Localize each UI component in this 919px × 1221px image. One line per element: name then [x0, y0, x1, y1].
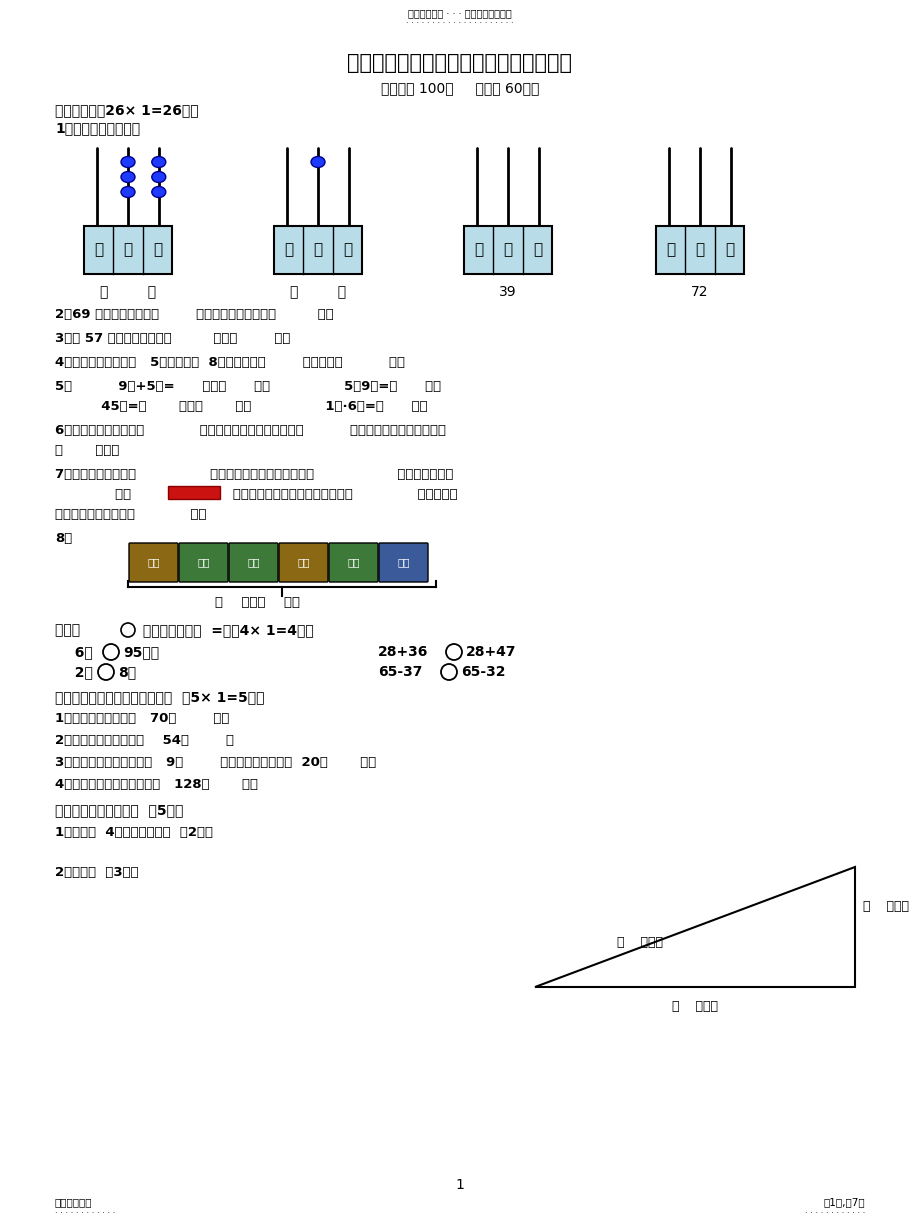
Text: 1、课桌的高度大约是   70（        ）。: 1、课桌的高度大约是 70（ ）。 [55, 713, 229, 725]
Ellipse shape [121, 187, 135, 198]
Text: 贰元: 贰元 [147, 558, 160, 568]
Text: 百: 百 [665, 243, 675, 258]
Text: 5、          9角+5角=      ）元（      ）角                5元9角=（      ）角: 5、 9角+5角= ）元（ ）角 5元9角=（ ）角 [55, 380, 440, 392]
Ellipse shape [311, 156, 324, 167]
Text: 为（                      ）形。用易拉罐的底面可以画出（              ）形。用魔: 为（ ）形。用易拉罐的底面可以画出（ ）形。用魔 [55, 487, 457, 501]
Circle shape [121, 623, 135, 637]
Text: （       ）方。: （ ）方。 [55, 443, 119, 457]
Text: 百: 百 [473, 243, 482, 258]
Text: 个: 个 [343, 243, 351, 258]
Text: 一、填空。（26× 1=26分）: 一、填空。（26× 1=26分） [55, 103, 199, 117]
Text: 8角: 8角 [118, 665, 136, 679]
Text: 3、一把直尺的价钱大约是   9（        ），它的长度大约是  20（       ）。: 3、一把直尺的价钱大约是 9（ ），它的长度大约是 20（ ）。 [55, 757, 376, 769]
Text: （    ）厘米: （ ）厘米 [862, 901, 908, 913]
Text: 65-37: 65-37 [378, 665, 422, 679]
Text: 方的一个面可以画出（            ）形: 方的一个面可以画出（ ）形 [55, 508, 206, 520]
Text: · · · · · · · · · · · · · · · · · · · · ·: · · · · · · · · · · · · · · · · · · · · … [406, 18, 513, 28]
FancyBboxPatch shape [179, 543, 228, 582]
Text: 十: 十 [695, 243, 704, 258]
Bar [655, 226, 743, 274]
Text: 十: 十 [313, 243, 323, 258]
Text: （满分： 100分     时间： 60分）: （满分： 100分 时间： 60分） [380, 81, 539, 95]
Text: 1: 1 [455, 1178, 464, 1192]
Text: 28+47: 28+47 [466, 645, 516, 659]
Text: 3、与 57 相邻的两个数是（         ）和（        ）。: 3、与 57 相邻的两个数是（ ）和（ ）。 [55, 331, 290, 344]
Circle shape [103, 643, 119, 661]
Text: 1、填一填，画一画。: 1、填一填，画一画。 [55, 121, 140, 136]
Text: 第1页,共7页: 第1页,共7页 [823, 1197, 864, 1208]
Text: 45角=（       ）元（       ）角                1元·6角=（      ）角: 45角=（ ）元（ ）角 1元·6角=（ ）角 [55, 399, 427, 413]
FancyBboxPatch shape [329, 543, 378, 582]
Ellipse shape [121, 171, 135, 182]
Text: 8、: 8、 [55, 532, 73, 546]
Text: （    ）厘米: （ ）厘米 [617, 935, 663, 949]
FancyBboxPatch shape [129, 543, 177, 582]
Text: 4、一个数，个位上是   5，十位上是  8，这个数是（        ），读作（          ）。: 4、一个数，个位上是 5，十位上是 8，这个数是（ ），读作（ ）。 [55, 355, 404, 369]
Text: 十: 十 [503, 243, 512, 258]
Text: 2、量一量  （3分）: 2、量一量 （3分） [55, 866, 139, 878]
Text: 7、我们的红领巾是（                ）形的，数学课本的封面是（                  ）形的。我们称: 7、我们的红领巾是（ ）形的，数学课本的封面是（ ）形的。我们称 [55, 468, 453, 481]
Text: 贰角: 贰角 [397, 558, 409, 568]
Text: 六年制小学数学一年级下册质量检测试题: 六年制小学数学一年级下册质量检测试题 [347, 53, 572, 73]
Text: 贰元: 贰元 [297, 558, 310, 568]
FancyBboxPatch shape [229, 543, 278, 582]
Text: 里填上＜、＞或  =。（4× 1=4分）: 里填上＜、＞或 =。（4× 1=4分） [138, 623, 313, 637]
Bar [84, 226, 172, 274]
Text: 2、一个书包的价钱大约    54（        ）: 2、一个书包的价钱大约 54（ ） [55, 735, 233, 747]
Text: 个: 个 [532, 243, 541, 258]
Text: 39: 39 [499, 284, 516, 299]
Text: 2、69 前面的一个数是（        ），后面的一个数是（         ）。: 2、69 前面的一个数是（ ），后面的一个数是（ ）。 [55, 308, 334, 320]
Text: · · · · · · · · · · · ·: · · · · · · · · · · · · [55, 1209, 115, 1217]
Bar [168, 486, 220, 499]
Text: 三、在括号里填上合适的单位。  （5× 1=5分）: 三、在括号里填上合适的单位。 （5× 1=5分） [55, 690, 265, 705]
Ellipse shape [152, 171, 165, 182]
Bar [274, 226, 361, 274]
Text: 2元: 2元 [65, 665, 93, 679]
Circle shape [440, 664, 457, 680]
Text: （    ）元（    ）角: （ ）元（ ）角 [215, 597, 300, 609]
Text: 65-32: 65-32 [460, 665, 505, 679]
Text: 1、画一条  4厘米长的线段。  （2分）: 1、画一条 4厘米长的线段。 （2分） [55, 825, 213, 839]
FancyBboxPatch shape [278, 543, 328, 582]
Text: （    ）厘米: （ ）厘米 [671, 1000, 717, 1012]
Text: 名师精心整理: 名师精心整理 [55, 1197, 93, 1208]
Text: 28+36: 28+36 [378, 645, 428, 659]
Text: 个: 个 [724, 243, 733, 258]
Text: 6、早晨上学，太阳在（            ）方；傍晚放学时，太阳在（          ）方。北极星所在的位置是: 6、早晨上学，太阳在（ ）方；傍晚放学时，太阳在（ ）方。北极星所在的位置是 [55, 424, 446, 436]
Text: 百: 百 [94, 243, 103, 258]
Text: 伍角: 伍角 [247, 558, 259, 568]
Text: 四、画一画，量一量。  （5分）: 四、画一画，量一量。 （5分） [55, 803, 183, 817]
Ellipse shape [121, 156, 135, 167]
Text: 伍角: 伍角 [346, 558, 359, 568]
Text: 十: 十 [123, 243, 132, 258]
Text: 4、一座电视塔的高度大约是   128（       ）。: 4、一座电视塔的高度大约是 128（ ）。 [55, 779, 257, 791]
Text: · · · · · · · · · · · ·: · · · · · · · · · · · · [804, 1209, 864, 1217]
Text: （         ）: （ ） [100, 284, 156, 299]
Text: 6米: 6米 [65, 645, 93, 659]
Text: 伍角: 伍角 [197, 558, 210, 568]
Circle shape [98, 664, 114, 680]
Text: 72: 72 [690, 284, 708, 299]
FancyBboxPatch shape [379, 543, 427, 582]
Ellipse shape [152, 156, 165, 167]
Text: 百: 百 [284, 243, 293, 258]
Bar [463, 226, 551, 274]
Text: 个: 个 [153, 243, 162, 258]
Text: 95厘米: 95厘米 [123, 645, 159, 659]
Circle shape [446, 643, 461, 661]
Ellipse shape [152, 187, 165, 198]
Text: （         ）: （ ） [289, 284, 346, 299]
Text: 名师资料总结 · · · 精品资料欢迎下载: 名师资料总结 · · · 精品资料欢迎下载 [408, 9, 511, 18]
Text: 二、在: 二、在 [55, 623, 95, 637]
